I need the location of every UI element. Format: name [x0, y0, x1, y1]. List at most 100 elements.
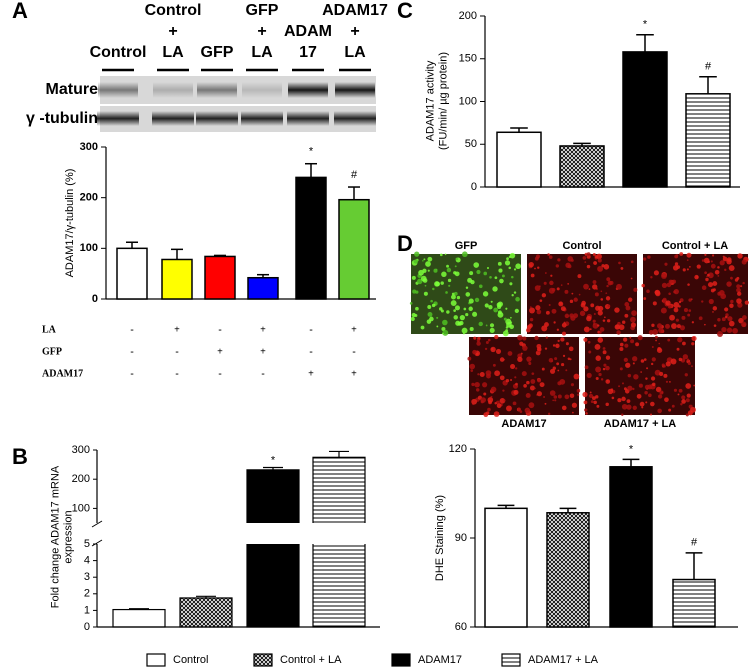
micrograph-cell	[451, 294, 456, 300]
micrograph-cell	[486, 373, 491, 379]
micrograph-cell	[554, 399, 557, 402]
bar	[338, 198, 370, 300]
micrograph-cell	[648, 329, 654, 335]
micrograph-cell	[672, 265, 679, 271]
micrograph-cell	[673, 302, 680, 308]
micrograph-cell	[619, 342, 624, 347]
micrograph-cell	[710, 263, 716, 269]
micrograph-cell	[584, 365, 589, 370]
micrograph-cell	[595, 305, 601, 311]
micrograph-cell	[556, 287, 560, 291]
micrograph-cell	[643, 358, 647, 361]
lane-label: ADAM17	[322, 2, 388, 19]
micrograph-cell	[442, 332, 444, 335]
condition-sign: +	[260, 346, 266, 357]
micrograph-cell	[638, 383, 643, 388]
micrograph-cell	[609, 280, 614, 285]
micrograph-cell	[621, 382, 624, 385]
micrograph-cell	[446, 264, 450, 268]
micrograph-cell	[567, 283, 570, 285]
micrograph-cell	[517, 334, 523, 341]
micrograph-cell	[515, 296, 520, 302]
legend-label: ADAM17 + LA	[528, 654, 599, 666]
micrograph-cell	[687, 313, 691, 317]
lane-label: Control	[145, 2, 202, 19]
micrograph-cell	[704, 253, 707, 256]
y-tick-label: 120	[449, 443, 467, 455]
condition-sign: -	[218, 324, 221, 335]
lane-label: Control	[90, 44, 147, 61]
micrograph-cell	[597, 324, 600, 327]
micrograph-cell	[665, 300, 671, 306]
legend-label: Control	[173, 654, 208, 666]
lane-label: LA	[344, 44, 366, 61]
bar	[179, 597, 233, 628]
micrograph-cell	[472, 311, 478, 317]
micrograph-cell	[553, 321, 556, 324]
y-tick-label: 300	[72, 444, 90, 456]
micrograph-cell	[494, 276, 498, 280]
micrograph-cell	[651, 357, 656, 362]
micrograph-cell	[539, 382, 545, 388]
micrograph-cell	[530, 379, 536, 384]
micrograph-cell	[444, 253, 447, 256]
micrograph-cell	[687, 283, 690, 286]
micrograph-cell	[557, 258, 561, 262]
micrograph-cell	[564, 394, 570, 400]
micrograph-cell	[474, 297, 480, 303]
micrograph-cell	[641, 406, 644, 409]
micrograph-cell	[519, 410, 523, 413]
micrograph-cell	[561, 362, 565, 367]
significance-marker: #	[351, 169, 358, 181]
micrograph-cell	[545, 336, 549, 339]
bar	[622, 51, 668, 188]
micrograph-cell	[543, 396, 546, 399]
micrograph-cell	[526, 356, 532, 362]
micrograph-cell	[681, 399, 686, 404]
micrograph-cell	[469, 327, 474, 332]
micrograph-cell	[724, 315, 728, 319]
blot-band	[97, 111, 139, 126]
micrograph-cell	[473, 262, 480, 268]
micrograph-cell	[422, 278, 428, 283]
micrograph-cell	[537, 378, 542, 383]
micrograph-cell	[515, 263, 522, 270]
micrograph-cell	[534, 267, 536, 270]
micrograph-cell	[548, 255, 553, 259]
micrograph-cell	[493, 307, 499, 313]
micrograph-cell	[724, 268, 727, 272]
micrograph-cell	[677, 337, 683, 343]
micrograph-cell	[661, 273, 667, 279]
micrograph-cell	[594, 344, 601, 350]
micrograph-cell	[671, 404, 675, 408]
micrograph-cell	[412, 289, 417, 294]
micrograph-cell	[643, 297, 647, 300]
micrograph-cell	[614, 324, 620, 330]
micrograph-cell	[450, 300, 457, 306]
micrograph-cell	[717, 331, 723, 337]
micrograph-cell	[701, 259, 705, 262]
micrograph-cell	[476, 269, 481, 275]
micrograph-cell	[512, 401, 517, 406]
micrograph-cell	[678, 305, 681, 308]
bar	[546, 512, 590, 628]
blot-bands	[97, 82, 376, 126]
micrograph-cell	[423, 258, 426, 261]
micrograph-cell	[410, 316, 415, 322]
micrograph-cell	[554, 357, 558, 361]
micrograph-cell	[528, 361, 532, 365]
micrograph-cell	[704, 323, 706, 326]
micrograph-cell	[623, 387, 627, 391]
micrograph-cell	[607, 304, 611, 308]
micrograph-cell	[485, 341, 489, 345]
micrograph-cell	[714, 269, 720, 275]
micrograph-cell	[506, 257, 509, 261]
micrograph-cell	[691, 335, 697, 342]
micrograph-cell	[456, 295, 461, 300]
micrograph-cell	[503, 399, 506, 402]
micrograph-cell	[717, 318, 721, 322]
y-axis-label: expression	[62, 510, 74, 563]
micrograph-cell	[536, 256, 540, 259]
micrograph-cell	[688, 309, 692, 312]
